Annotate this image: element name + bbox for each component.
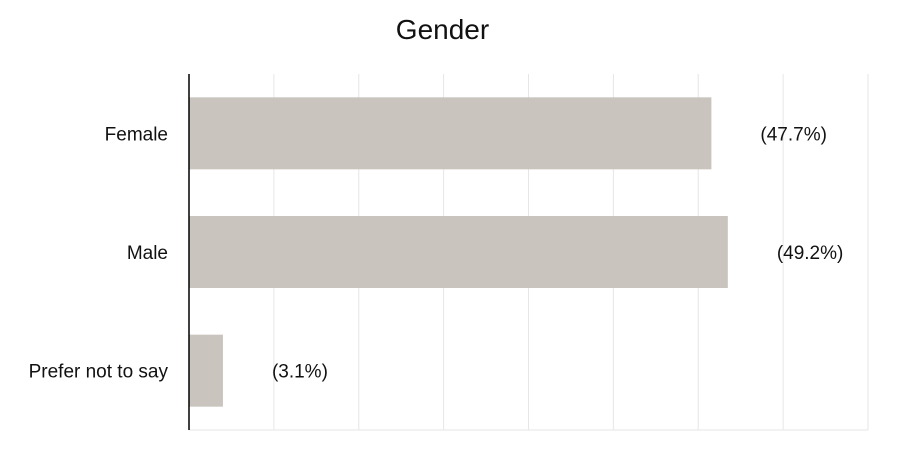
value-label: (47.7%) bbox=[760, 124, 827, 145]
category-label: Prefer not to say bbox=[29, 362, 169, 383]
bar-2 bbox=[189, 334, 223, 407]
bar-1 bbox=[189, 216, 728, 288]
category-label: Female bbox=[105, 124, 168, 145]
bar-0 bbox=[189, 97, 712, 170]
value-label: (3.1%) bbox=[272, 362, 328, 383]
category-label: Male bbox=[127, 243, 168, 264]
chart-title: Gender bbox=[395, 14, 490, 45]
value-label: (49.2%) bbox=[777, 243, 844, 264]
